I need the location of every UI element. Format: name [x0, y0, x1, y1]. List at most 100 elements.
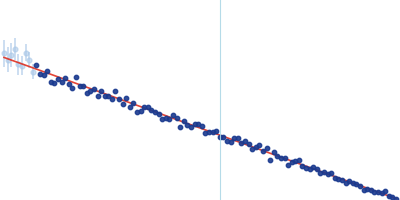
Point	[37, 72, 43, 76]
Point	[371, 191, 378, 194]
Point	[245, 143, 252, 146]
Point	[292, 160, 298, 163]
Point	[116, 97, 122, 101]
Point	[19, 64, 25, 67]
Point	[350, 181, 356, 184]
Point	[80, 84, 86, 87]
Point	[249, 147, 255, 150]
Point	[177, 125, 184, 128]
Point	[296, 159, 302, 162]
Point	[174, 117, 180, 120]
Point	[288, 160, 295, 163]
Point	[216, 135, 223, 138]
Point	[87, 89, 94, 92]
Point	[102, 94, 108, 98]
Point	[335, 177, 342, 180]
Point	[192, 123, 198, 126]
Point	[91, 88, 97, 91]
Point	[339, 178, 345, 182]
Point	[256, 144, 262, 147]
Point	[386, 194, 392, 197]
Point	[303, 166, 309, 170]
Point	[231, 136, 237, 140]
Point	[73, 76, 79, 79]
Point	[346, 180, 352, 183]
Point	[184, 123, 191, 126]
Point	[181, 120, 187, 123]
Point	[170, 113, 176, 116]
Point	[188, 125, 194, 129]
Point	[130, 102, 137, 105]
Point	[33, 63, 40, 66]
Point	[109, 97, 115, 100]
Point	[127, 106, 133, 109]
Point	[274, 154, 280, 157]
Point	[310, 165, 316, 168]
Point	[360, 188, 367, 191]
Point	[270, 151, 277, 154]
Point	[8, 53, 14, 56]
Point	[62, 77, 68, 80]
Point	[22, 51, 29, 54]
Point	[51, 81, 58, 84]
Point	[357, 184, 363, 188]
Point	[224, 139, 230, 143]
Point	[112, 89, 119, 92]
Point	[382, 190, 388, 193]
Point	[58, 81, 65, 84]
Point	[40, 74, 47, 77]
Point	[123, 97, 130, 100]
Point	[138, 110, 144, 113]
Point	[252, 145, 259, 149]
Point	[141, 106, 148, 109]
Point	[260, 149, 266, 152]
Point	[213, 129, 219, 133]
Point	[48, 81, 54, 84]
Point	[55, 78, 61, 81]
Point	[220, 135, 226, 139]
Point	[234, 136, 241, 139]
Point	[15, 63, 22, 66]
Point	[227, 141, 234, 144]
Point	[98, 89, 104, 93]
Point	[306, 167, 313, 170]
Point	[94, 94, 101, 97]
Point	[278, 156, 284, 159]
Point	[263, 146, 270, 149]
Point	[364, 187, 370, 191]
Point	[148, 108, 155, 112]
Point	[163, 117, 169, 120]
Point	[145, 105, 151, 108]
Point	[120, 102, 126, 106]
Point	[209, 130, 216, 133]
Point	[195, 123, 202, 126]
Point	[389, 195, 396, 198]
Point	[202, 131, 208, 134]
Point	[69, 86, 76, 89]
Point	[324, 172, 331, 175]
Point	[166, 117, 173, 120]
Point	[267, 158, 273, 162]
Point	[238, 141, 244, 145]
Point	[317, 171, 324, 174]
Point	[12, 48, 18, 51]
Point	[134, 111, 140, 114]
Point	[66, 83, 72, 86]
Point	[152, 111, 158, 114]
Point	[44, 69, 50, 73]
Point	[26, 59, 32, 62]
Point	[156, 113, 162, 116]
Point	[76, 84, 83, 87]
Point	[353, 183, 360, 186]
Point	[378, 191, 385, 194]
Point	[242, 140, 248, 143]
Point	[299, 165, 306, 168]
Point	[328, 172, 334, 175]
Point	[393, 197, 399, 200]
Point	[314, 168, 320, 171]
Point	[4, 58, 11, 61]
Point	[84, 91, 90, 94]
Point	[281, 157, 288, 160]
Point	[30, 70, 36, 73]
Point	[368, 189, 374, 192]
